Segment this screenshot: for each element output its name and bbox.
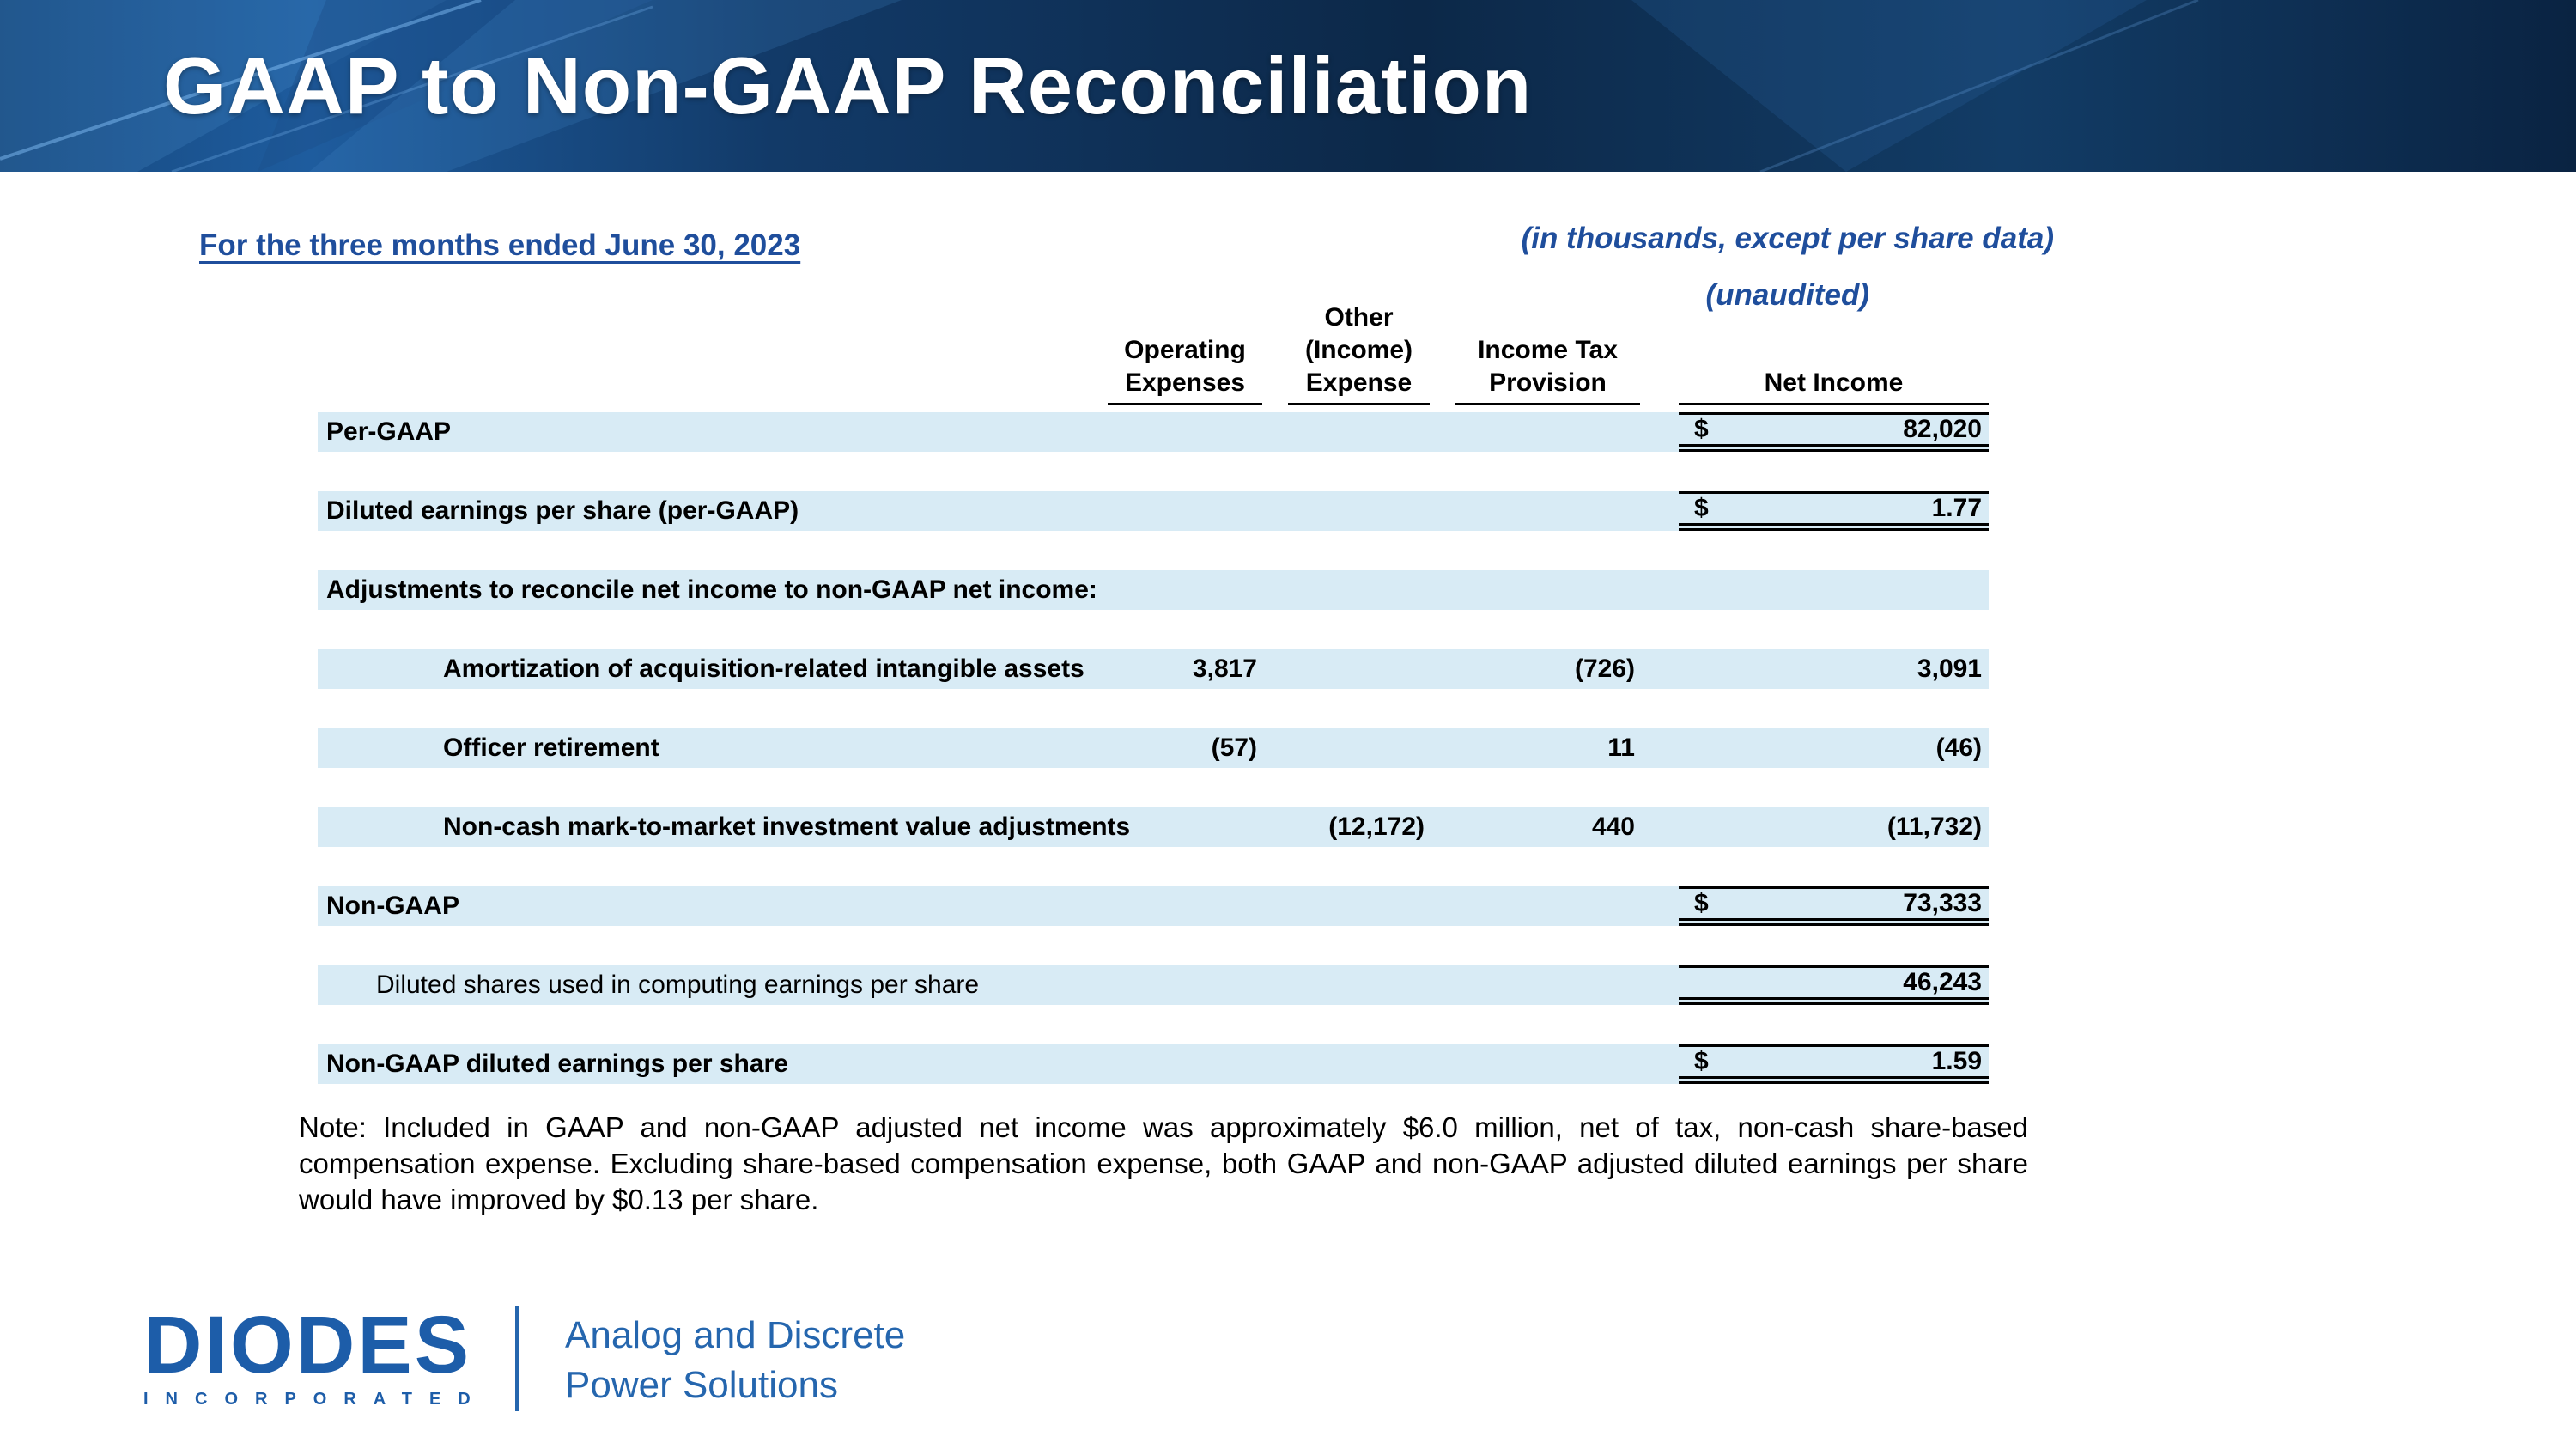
income-tax-value: 440 (1591, 813, 1635, 841)
reconciliation-table: Operating Expenses Other (Income) Expens… (318, 290, 1989, 1084)
other-income-expense-value: (12,172) (1328, 813, 1425, 841)
col-header-net-income: Net Income (1679, 367, 1989, 405)
currency-symbol: $ (1694, 889, 1709, 917)
col-header-operating-expenses: Operating Expenses (1108, 334, 1262, 405)
net-income-cell: (11,732) (1679, 807, 1989, 847)
table-row: Amortization of acquisition-related inta… (318, 649, 1989, 689)
row-label: Per-GAAP (326, 417, 452, 446)
net-income-value: 73,333 (1903, 889, 1982, 917)
banner-art (0, 0, 2576, 172)
net-income-value: (11,732) (1886, 813, 1982, 841)
row-label: Non-GAAP diluted earnings per share (326, 1050, 788, 1078)
diodes-logo-wordmark: DIODES (143, 1300, 472, 1391)
net-income-cell: $ 1.77 (1679, 491, 1989, 531)
logo-divider (515, 1306, 519, 1411)
units-note: (in thousands, except per share data) (1521, 222, 2054, 255)
net-income-value: 1.77 (1931, 494, 1982, 522)
net-income-cell: 3,091 (1679, 649, 1989, 689)
tagline-line-2: Power Solutions (565, 1364, 838, 1406)
opex-value: (57) (1211, 734, 1257, 762)
table-row: Per-GAAP $ 82,020 (318, 412, 1989, 452)
net-income-value: 1.59 (1931, 1047, 1982, 1075)
tagline: Analog and Discrete Power Solutions (565, 1311, 905, 1410)
table-row: Non-cash mark-to-market investment value… (318, 807, 1989, 847)
table-row: Non-GAAP diluted earnings per share $ 1.… (318, 1044, 1989, 1084)
banner: GAAP to Non-GAAP Reconciliation (0, 0, 2576, 172)
diodes-logo-incorporated: INCORPORATED (143, 1390, 488, 1409)
row-label: Non-GAAP (326, 892, 459, 920)
row-label: Non-cash mark-to-market investment value… (443, 813, 1131, 841)
page-title: GAAP to Non-GAAP Reconciliation (163, 40, 1533, 131)
income-tax-value: 11 (1607, 734, 1635, 762)
net-income-cell: 46,243 (1679, 965, 1989, 1005)
table-header-row: Operating Expenses Other (Income) Expens… (318, 290, 1989, 405)
table-row: Diluted shares used in computing earning… (318, 965, 1989, 1005)
row-label: Adjustments to reconcile net income to n… (326, 575, 1097, 604)
currency-symbol: $ (1694, 1047, 1709, 1075)
currency-symbol: $ (1694, 415, 1709, 443)
row-label: Officer retirement (443, 734, 659, 762)
currency-symbol: $ (1694, 494, 1709, 522)
diodes-logo: DIODES INCORPORATED (131, 1300, 488, 1409)
footnote: Note: Included in GAAP and non-GAAP adju… (299, 1111, 2028, 1215)
table-row: Officer retirement (57) 11 (46) (318, 728, 1989, 768)
row-label: Amortization of acquisition-related inta… (443, 654, 1084, 683)
tagline-line-1: Analog and Discrete (565, 1314, 906, 1356)
row-label: Diluted shares used in computing earning… (376, 971, 980, 999)
table-row: Adjustments to reconcile net income to n… (318, 570, 1989, 610)
net-income-cell: $ 73,333 (1679, 886, 1989, 926)
net-income-value: (46) (1935, 734, 1982, 762)
net-income-cell: (46) (1679, 728, 1989, 768)
net-income-value: 46,243 (1903, 968, 1982, 996)
net-income-value: 3,091 (1917, 654, 1982, 683)
income-tax-value: (726) (1574, 654, 1635, 683)
net-income-value: 82,020 (1903, 415, 1982, 443)
audit-note: (unaudited) (1705, 278, 1870, 312)
col-header-income-tax-provision: Income Tax Provision (1455, 334, 1640, 405)
period-heading: For the three months ended June 30, 2023 (199, 228, 801, 262)
col-header-other-income-expense: Other (Income) Expense (1288, 301, 1430, 405)
opex-value: 3,817 (1192, 654, 1257, 683)
net-income-cell: $ 82,020 (1679, 412, 1989, 452)
units-notes: (in thousands, except per share data) (u… (1522, 222, 2054, 313)
table-row: Diluted earnings per share (per-GAAP) $ … (318, 491, 1989, 531)
table-row: Non-GAAP $ 73,333 (318, 886, 1989, 926)
net-income-cell: $ 1.59 (1679, 1044, 1989, 1084)
row-label: Diluted earnings per share (per-GAAP) (326, 496, 799, 525)
